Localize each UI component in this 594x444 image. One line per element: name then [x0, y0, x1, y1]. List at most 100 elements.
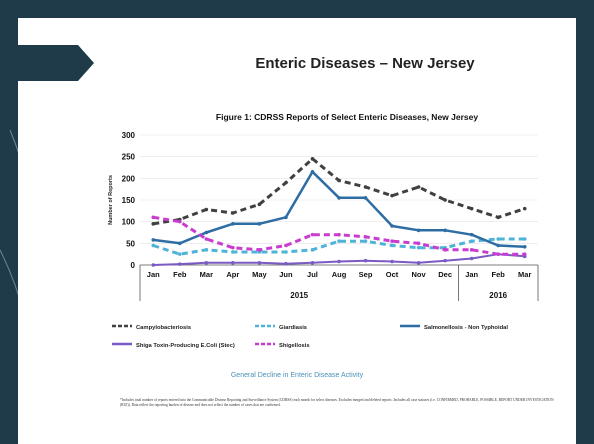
x-tick-label: Oct [386, 270, 399, 279]
y-tick-label: 50 [126, 239, 135, 248]
data-point [337, 178, 341, 183]
data-point [310, 232, 315, 237]
data-point [469, 206, 474, 211]
data-point [363, 258, 368, 263]
data-point [178, 219, 182, 224]
data-point [284, 243, 288, 248]
data-point [522, 252, 527, 256]
chart: Figure 1: CDRSS Reports of Select Enteri… [108, 112, 539, 349]
data-point [363, 235, 368, 239]
y-tick-label: 300 [122, 131, 136, 140]
data-point [231, 250, 235, 254]
data-point [151, 222, 156, 226]
data-point [416, 245, 421, 250]
year-label: 2016 [489, 291, 507, 300]
year-label: 2015 [290, 291, 308, 300]
x-tick-label: Apr [226, 270, 239, 279]
chart-title: Figure 1: CDRSS Reports of Select Enteri… [216, 112, 478, 122]
data-point [151, 263, 156, 267]
data-point [416, 241, 421, 246]
x-tick-label: Feb [173, 270, 187, 279]
data-point [178, 252, 182, 256]
data-point [204, 248, 209, 252]
data-point [310, 157, 315, 161]
data-point [496, 243, 501, 248]
data-point [151, 243, 156, 248]
data-point [257, 222, 262, 226]
content-panel [18, 18, 576, 444]
data-point [257, 202, 262, 207]
data-point [151, 238, 156, 242]
x-tick-label: Dec [438, 270, 452, 279]
data-point [390, 243, 394, 248]
x-tick-label: Jan [147, 270, 160, 279]
data-point [496, 215, 501, 220]
data-point [310, 170, 315, 174]
data-point [178, 241, 182, 246]
page-title: Enteric Diseases – New Jersey [255, 55, 475, 72]
data-point [204, 230, 209, 235]
slide-subtitle: General Decline in Enteric Disease Activ… [230, 372, 364, 379]
x-tick-label: Mar [200, 270, 213, 279]
data-point [443, 198, 447, 202]
data-point [390, 193, 394, 198]
legend-label: Campylobacteriosis [136, 325, 191, 331]
data-point [151, 215, 156, 220]
data-point [443, 258, 447, 263]
data-point [522, 237, 527, 241]
x-tick-label: Feb [492, 270, 506, 279]
footnote: *Includes total number of reports entere… [120, 398, 554, 407]
y-tick-label: 150 [122, 196, 136, 205]
data-point [363, 196, 368, 200]
data-point [469, 239, 474, 243]
data-point [231, 245, 235, 250]
data-point [496, 237, 501, 241]
data-point [204, 237, 209, 241]
y-tick-label: 0 [131, 261, 136, 270]
x-tick-label: May [252, 270, 267, 279]
x-tick-label: Jun [279, 270, 293, 279]
data-point [257, 248, 262, 252]
data-point [284, 215, 288, 220]
data-point [469, 256, 474, 261]
x-tick-label: Jul [307, 270, 318, 279]
data-point [337, 196, 341, 200]
data-point [231, 222, 235, 226]
data-point [284, 250, 288, 254]
data-point [337, 259, 341, 264]
data-point [310, 261, 315, 265]
legend-label: Giardiasis [279, 325, 307, 331]
x-tick-label: Sep [359, 270, 373, 279]
data-point [443, 248, 447, 252]
y-axis-label: Number of Reports [108, 175, 114, 225]
data-point [337, 232, 341, 237]
data-point [416, 185, 421, 189]
data-point [496, 252, 501, 256]
data-point [284, 261, 288, 266]
data-point [363, 185, 368, 189]
data-point [416, 261, 421, 265]
y-tick-label: 100 [122, 218, 136, 227]
data-point [522, 245, 527, 249]
x-tick-label: Aug [332, 270, 347, 279]
x-tick-label: Jan [465, 270, 478, 279]
data-point [231, 211, 235, 215]
x-tick-label: Mar [518, 270, 531, 279]
data-point [390, 239, 394, 243]
data-point [284, 180, 288, 185]
data-point [204, 261, 209, 265]
data-point [469, 248, 474, 252]
data-point [469, 232, 474, 237]
y-tick-label: 250 [122, 153, 136, 162]
series-line [152, 237, 525, 256]
legend-label: Salmonellosis - Non Typhoidal [424, 325, 508, 331]
data-point [231, 261, 235, 265]
data-point [443, 228, 447, 233]
series-line [153, 253, 525, 266]
y-tick-label: 200 [122, 174, 136, 183]
data-point [310, 248, 315, 252]
data-point [178, 262, 182, 266]
series-line [153, 157, 526, 226]
